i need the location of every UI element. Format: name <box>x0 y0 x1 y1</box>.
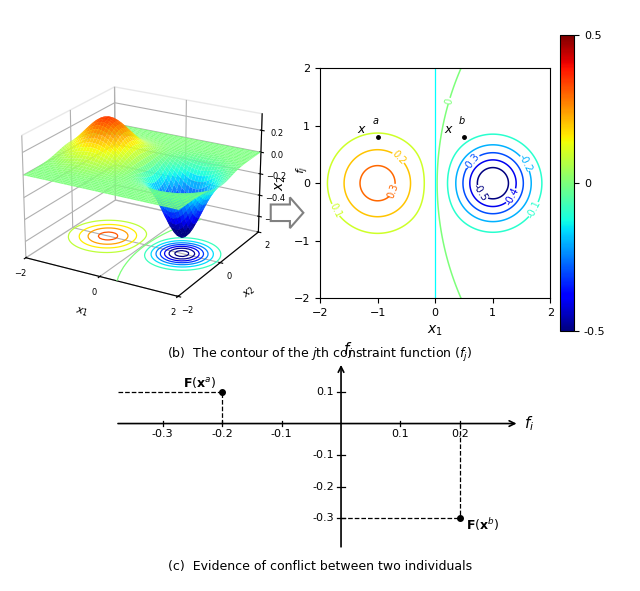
Text: -0.2: -0.2 <box>312 482 334 492</box>
Text: (c)  Evidence of conflict between two individuals: (c) Evidence of conflict between two ind… <box>168 560 472 573</box>
Text: $b$: $b$ <box>458 115 466 126</box>
Text: -0.4: -0.4 <box>504 186 521 207</box>
Text: 0: 0 <box>444 97 454 105</box>
Text: -0.1: -0.1 <box>525 199 543 220</box>
Text: -0.3: -0.3 <box>152 428 173 439</box>
Text: -0.3: -0.3 <box>462 151 482 172</box>
Text: $x$: $x$ <box>444 122 454 135</box>
Text: -0.1: -0.1 <box>312 450 334 460</box>
Text: $x$: $x$ <box>357 122 367 135</box>
X-axis label: $x_1$: $x_1$ <box>428 324 443 338</box>
Text: -0.1: -0.1 <box>271 428 292 439</box>
X-axis label: $x_1$: $x_1$ <box>74 305 90 320</box>
Text: $a$: $a$ <box>372 116 379 126</box>
Text: 0.2: 0.2 <box>451 428 468 439</box>
Text: $\mathbf{F}(\mathbf{x}^{b})$: $\mathbf{F}(\mathbf{x}^{b})$ <box>466 517 499 534</box>
Text: -0.5: -0.5 <box>471 182 490 203</box>
Text: $f_i$: $f_i$ <box>524 414 534 433</box>
Text: 0.1: 0.1 <box>392 428 409 439</box>
Text: -0.3: -0.3 <box>312 513 334 523</box>
Text: -0.2: -0.2 <box>211 428 233 439</box>
Text: $f_j$: $f_j$ <box>343 340 353 361</box>
Text: (b)  The contour of the $j$th constraint function ($f_j$): (b) The contour of the $j$th constraint … <box>167 346 473 363</box>
Y-axis label: $x_2$: $x_2$ <box>274 176 288 191</box>
Y-axis label: $x_2$: $x_2$ <box>241 284 258 301</box>
FancyArrow shape <box>271 197 303 228</box>
Text: $\mathbf{F}(\mathbf{x}^{a})$: $\mathbf{F}(\mathbf{x}^{a})$ <box>183 375 216 391</box>
Text: 0.3: 0.3 <box>387 181 401 199</box>
Text: 0.1: 0.1 <box>316 387 334 397</box>
Text: -0.2: -0.2 <box>517 152 534 174</box>
Text: 0.1: 0.1 <box>328 201 343 219</box>
Text: 0.2: 0.2 <box>390 148 408 167</box>
